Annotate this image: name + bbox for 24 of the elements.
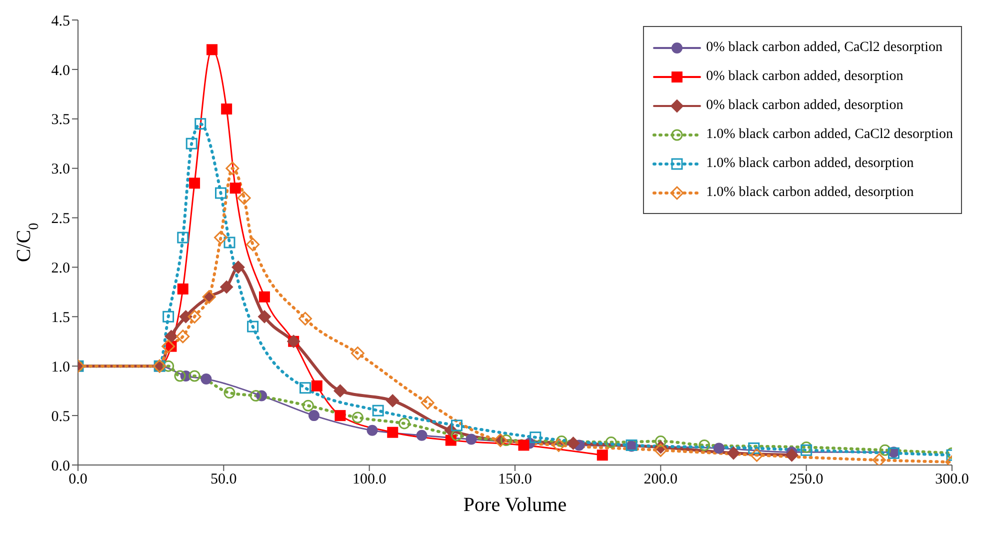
- x-tick-label: 50.0: [210, 472, 237, 488]
- y-tick-label: 4.0: [51, 62, 70, 79]
- x-tick-label: 200.0: [644, 472, 678, 488]
- y-tick-label: 1.0: [51, 359, 70, 376]
- x-tick-label: 100.0: [352, 472, 386, 488]
- x-tick-label: 300.0: [935, 472, 969, 488]
- legend-label: 0% black carbon added, desorption: [706, 98, 904, 114]
- y-tick-label: 3.0: [51, 162, 70, 178]
- y-tick-label: 2.0: [51, 260, 70, 277]
- legend-label: 1.0% black carbon added, desorption: [706, 184, 914, 200]
- legend-label: 0% black carbon added, desorption: [706, 68, 904, 84]
- y-tick-label: 3.5: [51, 112, 70, 128]
- y-tick-label: 0.5: [51, 408, 70, 425]
- y-tick-label: 0.0: [51, 458, 70, 474]
- y-tick-label: 2.5: [51, 211, 70, 228]
- x-tick-label: 150.0: [498, 472, 532, 488]
- legend-label: 1.0% black carbon added, CaCl2 desorption: [706, 126, 953, 142]
- legend-label: 0% black carbon added, CaCl2 desorption: [706, 40, 942, 56]
- legend-label: 1.0% black carbon added, desorption: [706, 156, 914, 172]
- x-axis-title: Pore Volume: [463, 494, 567, 516]
- x-tick-label: 250.0: [789, 472, 824, 488]
- x-tick-label: 0.0: [68, 472, 88, 488]
- y-tick-label: 1.5: [51, 310, 70, 326]
- y-tick-label: 4.5: [51, 13, 70, 30]
